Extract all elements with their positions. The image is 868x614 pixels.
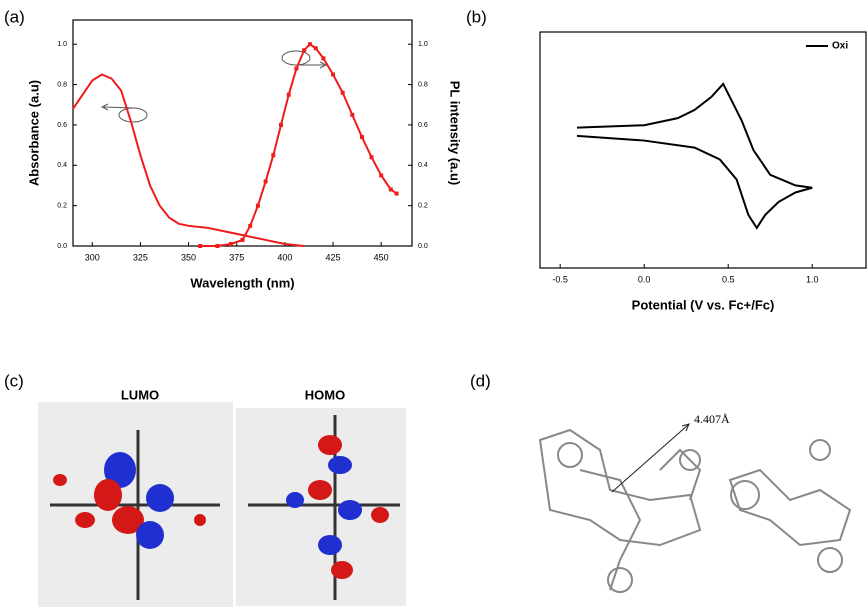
y-tick-label: 0.8 (57, 81, 67, 88)
distance-label: 4.407Å (694, 412, 730, 426)
point (321, 56, 325, 60)
orbital-label: LUMO (121, 387, 159, 402)
point (370, 155, 374, 159)
x-tick-label: 0.5 (722, 274, 735, 284)
orbital-label: HOMO (305, 387, 345, 402)
point (287, 93, 291, 97)
point (389, 188, 393, 192)
x-axis-label: Wavelength (nm) (190, 275, 294, 290)
x-tick-label: 425 (326, 252, 341, 262)
plot-frame (540, 32, 866, 268)
distance-arrow (612, 424, 689, 492)
series-line (577, 84, 812, 228)
point (331, 72, 335, 76)
point (248, 224, 252, 228)
legend-label: Oxi (832, 41, 848, 52)
point (341, 91, 345, 95)
y2-tick-label: 0.0 (418, 243, 428, 250)
series-line (200, 44, 396, 246)
point (395, 192, 399, 196)
orbital-image (236, 408, 406, 606)
panel-label: (a) (4, 7, 25, 26)
point (241, 238, 245, 242)
x-tick-label: 300 (85, 252, 100, 262)
x-tick-label: 400 (277, 252, 292, 262)
x-axis-label: Potential (V vs. Fc+/Fc) (632, 297, 775, 312)
panel-label: (d) (470, 371, 491, 390)
y-tick-label: 1.0 (57, 41, 67, 48)
y2-tick-label: 0.4 (418, 162, 428, 169)
point (302, 48, 306, 52)
y-tick-label: 0.0 (57, 243, 67, 250)
panel-label: (b) (466, 7, 487, 26)
y2-axis-label: PL intensity (a.u) (448, 81, 463, 186)
y-tick-label: 0.6 (57, 122, 67, 129)
point (198, 244, 202, 248)
x-tick-label: 325 (133, 252, 148, 262)
figure: (a) (b) (c) (d) LUMO HOMO 4.407Å 300 325 3… (0, 0, 868, 609)
y-tick-label: 0.2 (57, 202, 67, 209)
point (314, 46, 318, 50)
y-axis-label: Absorbance (a.u) (26, 80, 41, 186)
point (360, 135, 364, 139)
point (229, 242, 233, 246)
point (379, 173, 383, 177)
panel-label: (c) (4, 371, 24, 390)
point (350, 113, 354, 117)
y2-tick-label: 0.2 (418, 202, 428, 209)
point (264, 179, 268, 183)
point (271, 153, 275, 157)
y2-tick-label: 1.0 (418, 41, 428, 48)
x-tick-label: 1.0 (806, 274, 819, 284)
point (256, 204, 260, 208)
point (215, 244, 219, 248)
series-line (73, 74, 304, 246)
crystal-structure (540, 430, 850, 592)
point (308, 42, 312, 46)
point (279, 123, 283, 127)
point (294, 66, 298, 70)
x-tick-label: 350 (181, 252, 196, 262)
x-tick-label: -0.5 (552, 274, 568, 284)
y-tick-label: 0.4 (57, 162, 67, 169)
annotation-arrows (102, 51, 326, 122)
y2-tick-label: 0.8 (418, 81, 428, 88)
x-tick-label: 450 (374, 252, 389, 262)
x-tick-label: 0.0 (638, 274, 651, 284)
x-tick-label: 375 (229, 252, 244, 262)
y2-tick-label: 0.6 (418, 122, 428, 129)
